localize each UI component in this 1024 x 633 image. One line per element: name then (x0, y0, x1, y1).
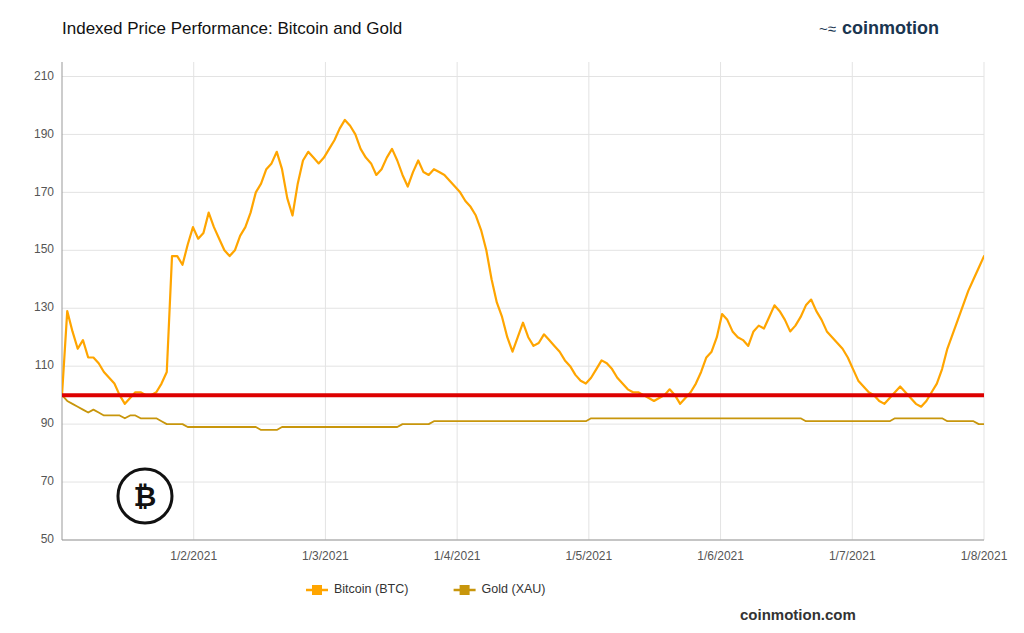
grid-line-y (62, 192, 984, 193)
y-tick-label: 150 (34, 242, 54, 256)
grid-line-x (720, 62, 721, 540)
grid-line-y (62, 134, 984, 135)
page: {"chart_data": { "type": "line", "title"… (0, 0, 1024, 633)
y-tick-label: 110 (35, 358, 54, 372)
series-group (62, 120, 984, 430)
y-tick-label: 210 (34, 69, 54, 83)
y-tick-label: 90 (41, 416, 55, 430)
watermark: coinmotion.com (740, 606, 856, 623)
grid-line-y (62, 308, 984, 309)
x-tick-label: 1/7/2021 (829, 549, 876, 563)
chart: 50 70 90 110 130 150 170 190 210 1/2/2021 1/3/2021… (0, 0, 1024, 633)
grid-line-x (457, 62, 458, 540)
y-tick-label: 70 (41, 474, 55, 488)
y-tick-label: 130 (34, 300, 54, 314)
grid-line-y (62, 250, 984, 251)
legend-swatch (312, 585, 322, 595)
grid-line-y (62, 540, 984, 541)
y-tick-label: 170 (34, 185, 54, 199)
x-tick-label: 1/8/2021 (961, 549, 1008, 563)
x-axis-line (62, 540, 984, 541)
x-tick-label: 1/6/2021 (697, 549, 744, 563)
reference-line (62, 393, 984, 397)
legend: Bitcoin (BTC) Gold (XAU) (306, 582, 546, 596)
grid-line-x (193, 62, 194, 540)
x-tick-label: 1/5/2021 (565, 549, 612, 563)
title: Indexed Price Performance: Bitcoin and G… (62, 19, 402, 38)
x-tick-label: 1/2/2021 (170, 549, 217, 563)
grid-line-x (588, 62, 589, 540)
x-tick-label: 1/3/2021 (302, 549, 349, 563)
legend-label: Gold (XAU) (482, 582, 546, 596)
bitcoin-symbol: ₿ (134, 480, 157, 513)
grid-line-y (62, 76, 984, 77)
grid-line-x (325, 62, 326, 540)
y-tick-label: 50 (41, 532, 55, 546)
series-line (62, 395, 984, 430)
grid (62, 62, 984, 540)
bitcoin-badge (118, 469, 172, 523)
grid-line-x (852, 62, 853, 540)
legend-label: Bitcoin (BTC) (334, 582, 408, 596)
grid-line-y (62, 366, 984, 367)
grid-line-y (62, 482, 984, 483)
y-axis-line (62, 62, 63, 540)
legend-swatch (460, 585, 470, 595)
grid-line-x (984, 62, 985, 540)
logo-icon: ~≈ (819, 20, 836, 37)
series-line (62, 120, 984, 407)
logo-text: coinmotion (842, 18, 939, 38)
y-tick-label: 190 (34, 127, 54, 141)
x-tick-label: 1/4/2021 (434, 549, 481, 563)
grid-line-y (62, 424, 984, 425)
